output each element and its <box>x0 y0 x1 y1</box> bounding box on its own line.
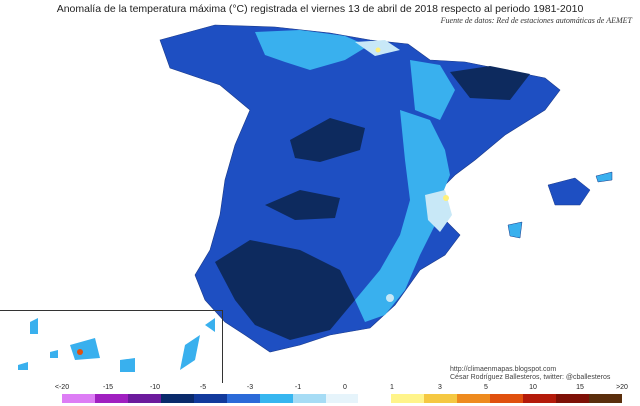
legend-color-0 <box>62 394 95 403</box>
legend-color-15 <box>556 394 589 403</box>
ebro-mild-zone <box>410 60 455 120</box>
legend-tick-label: <-20 <box>54 384 70 391</box>
central-cold-core <box>290 118 365 162</box>
legend-tick-label: 1 <box>390 384 394 391</box>
canary-warm-spot <box>77 349 83 355</box>
legend-color-4 <box>193 394 227 403</box>
southwest-cold-core <box>215 240 355 340</box>
legend-tick-label: 0 <box>343 384 347 391</box>
canary-gomera <box>50 350 58 358</box>
legend-color-2 <box>127 394 161 403</box>
legend-tick-label: 15 <box>576 384 584 391</box>
mallorca-island <box>547 177 591 206</box>
legend-color-3 <box>160 394 194 403</box>
data-source: Fuente de datos: Red de estaciones autom… <box>440 16 632 25</box>
sierra-cold-core <box>265 190 340 220</box>
canary-gran-canaria <box>120 358 135 372</box>
ibiza-island <box>507 221 523 239</box>
north-coast-mild <box>255 30 368 70</box>
legend-color-1 <box>94 394 128 403</box>
credits-url: http://climaenmapas.blogspot.com <box>450 366 557 373</box>
legend-color-16 <box>589 394 622 403</box>
menorca-island <box>595 171 613 183</box>
legend-ticks: <-20 -15 -10 -5 -3 -1 0 1 3 5 10 15 >20 <box>0 384 640 394</box>
murcia-light-spot <box>386 294 394 302</box>
canary-fuerteventura <box>180 335 200 370</box>
legend-color-6 <box>259 394 293 403</box>
canary-tenerife <box>70 338 100 360</box>
valencia-warm-spot <box>443 195 449 201</box>
legend-tick-label: 5 <box>484 384 488 391</box>
legend-tick-label: -15 <box>102 384 114 391</box>
legend-color-8 <box>325 394 359 403</box>
legend-color-9 <box>358 394 392 403</box>
legend-tick-label: 3 <box>438 384 442 391</box>
legend-colorbar <box>62 394 622 403</box>
legend-tick-label: >20 <box>616 384 628 391</box>
legend-color-13 <box>490 394 524 403</box>
credits-author: César Rodríguez Ballesteros, twitter: @c… <box>450 374 611 381</box>
credits: http://climaenmapas.blogspot.com César R… <box>450 366 610 382</box>
legend-tick-label: 10 <box>529 384 537 391</box>
legend-tick-label: -10 <box>149 384 161 391</box>
pyrenees-cold-core <box>450 66 530 100</box>
legend-color-11 <box>424 394 458 403</box>
legend-color-10 <box>391 394 425 403</box>
legend-color-5 <box>226 394 260 403</box>
legend-color-14 <box>523 394 557 403</box>
canary-hierro <box>18 362 28 370</box>
legend-tick-label: -5 <box>199 384 207 391</box>
legend-tick-label: -1 <box>294 384 302 391</box>
canary-lanzarote <box>205 318 215 332</box>
map-title: Anomalía de la temperatura máxima (°C) r… <box>56 3 584 15</box>
basque-warm-spot <box>375 47 381 53</box>
canary-inset-frame <box>0 310 223 383</box>
canary-la-palma <box>30 318 38 334</box>
legend-tick-label: -3 <box>246 384 254 391</box>
legend-color-12 <box>457 394 491 403</box>
legend-color-7 <box>292 394 326 403</box>
east-mild-zone <box>355 110 450 322</box>
